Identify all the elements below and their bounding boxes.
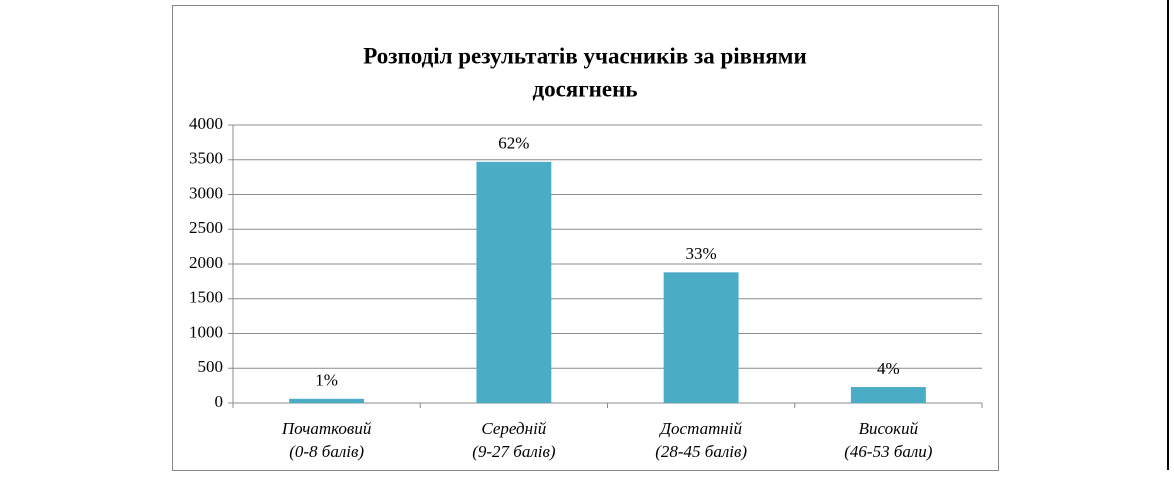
bar bbox=[850, 387, 926, 403]
x-tick-label: Початковий bbox=[281, 419, 372, 438]
x-tick-label: (46-53 бали) bbox=[844, 442, 933, 461]
data-label: 4% bbox=[877, 359, 900, 378]
data-label: 62% bbox=[498, 134, 529, 153]
data-label: 1% bbox=[315, 371, 338, 390]
y-tick-label: 4000 bbox=[189, 114, 223, 133]
x-tick-label: Середній bbox=[481, 419, 546, 438]
chart-title: досягнень bbox=[532, 76, 637, 101]
y-tick-label: 1500 bbox=[189, 288, 223, 307]
y-tick-label: 3000 bbox=[189, 183, 223, 202]
data-label: 33% bbox=[686, 244, 717, 263]
bar bbox=[289, 398, 365, 403]
x-tick-label: (9-27 балів) bbox=[472, 442, 556, 461]
chart-title: Розподіл результатів учасників за рівням… bbox=[363, 43, 806, 68]
x-tick-label: (28-45 балів) bbox=[655, 442, 747, 461]
bar bbox=[663, 272, 739, 403]
y-tick-label: 2000 bbox=[189, 253, 223, 272]
y-tick-label: 2500 bbox=[189, 218, 223, 237]
x-tick-label: Достатній bbox=[658, 419, 742, 438]
y-tick-label: 0 bbox=[215, 392, 224, 411]
x-tick-label: Високий bbox=[859, 419, 919, 438]
bar bbox=[476, 161, 552, 403]
x-tick-label: (0-8 балів) bbox=[289, 442, 364, 461]
y-tick-label: 1000 bbox=[189, 322, 223, 341]
y-tick-label: 3500 bbox=[189, 149, 223, 168]
y-tick-label: 500 bbox=[198, 357, 224, 376]
